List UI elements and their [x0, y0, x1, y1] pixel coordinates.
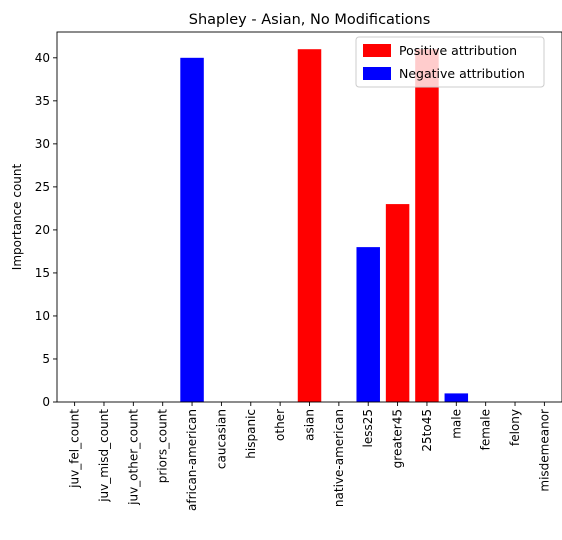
legend-box	[355, 36, 545, 88]
x-tick-label: female	[479, 409, 493, 450]
x-tick-label: african-american	[185, 409, 199, 511]
axes: 0 5 10 15 20 25 30 35 40 juv_fel_count juv_misd_co…	[35, 31, 562, 511]
x-tick-label: other	[273, 409, 287, 441]
x-tick-label: priors_count	[156, 409, 170, 484]
legend-label-positive: Positive attribution	[399, 43, 517, 58]
y-tick-label: 10	[35, 309, 50, 323]
legend-swatch-negative	[363, 67, 391, 80]
bar-male	[444, 393, 469, 402]
x-tick-label: juv_misd_count	[97, 409, 111, 503]
x-tick-label: juv_other_count	[126, 409, 140, 506]
y-axis-label: Importance count	[10, 163, 24, 270]
bar-african-american	[180, 57, 204, 403]
chart-title: Shapley - Asian, No Modifications	[189, 12, 431, 28]
bar-asian	[297, 49, 322, 403]
x-tick-label: juv_fel_count	[68, 409, 82, 489]
x-tick-label: male	[449, 409, 463, 439]
x-tick-label: misdemeanor	[537, 409, 551, 492]
y-tick-label: 35	[35, 94, 50, 108]
x-tick-label: native-american	[332, 409, 346, 507]
y-tick-label: 0	[42, 395, 50, 409]
x-tick-label: 25to45	[420, 409, 434, 452]
x-tick-label: greater45	[391, 409, 405, 468]
bar-less25	[356, 247, 380, 402]
bar-greater45	[385, 204, 410, 402]
y-tick-label: 20	[35, 223, 50, 237]
x-tick-label: hispanic	[244, 409, 258, 459]
bar-25to45	[415, 49, 439, 403]
legend: Positive attribution Negative attribution	[355, 36, 545, 88]
legend-label-negative: Negative attribution	[399, 66, 525, 81]
x-tick-label: caucasian	[214, 409, 228, 469]
y-tick-label: 15	[35, 266, 50, 280]
y-tick-label: 25	[35, 180, 50, 194]
y-tick-label: 5	[42, 352, 50, 366]
bars	[180, 49, 469, 403]
y-tick-label: 40	[35, 51, 50, 65]
x-tick-label: asian	[303, 409, 317, 441]
x-tick-label: less25	[361, 409, 375, 448]
x-tick-label: felony	[508, 409, 522, 446]
y-tick-label: 30	[35, 137, 50, 151]
legend-swatch-positive	[363, 44, 391, 57]
